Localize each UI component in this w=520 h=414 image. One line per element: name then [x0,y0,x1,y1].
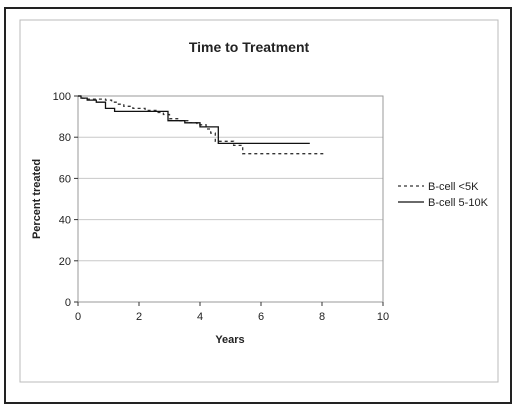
series-lines [78,95,325,155]
y-axis-ticks: 0 20 40 60 80 100 [53,91,78,309]
series-line-0 [78,95,325,155]
y-tick-label-100: 100 [53,91,71,103]
legend-label-b-cell-lt-5k: B-cell <5K [428,181,479,193]
series-line-1 [78,95,310,145]
x-tick-label-10: 10 [377,311,389,323]
chart-area-frame [19,19,499,383]
chart-title: Time to Treatment [189,39,310,55]
x-tick-label-6: 6 [258,311,264,323]
x-tick-label-2: 2 [136,311,142,323]
y-tick-label-20: 20 [59,256,71,268]
legend-label-b-cell-5-10k: B-cell 5-10K [428,197,489,209]
x-tick-label-0: 0 [75,311,81,323]
y-axis-label: Percent treated [31,159,43,239]
y-tick-label-80: 80 [59,132,71,144]
x-axis-label: Years [215,334,244,346]
legend: B-cell <5K B-cell 5-10K [398,181,489,209]
y-tick-label-60: 60 [59,173,71,185]
x-tick-label-8: 8 [319,311,325,323]
x-axis-ticks: 0 2 4 6 8 10 [75,302,389,323]
y-tick-label-0: 0 [65,297,71,309]
plot-area [77,95,384,303]
y-tick-label-40: 40 [59,215,71,227]
gridlines [78,136,383,262]
x-tick-label-4: 4 [197,311,203,323]
